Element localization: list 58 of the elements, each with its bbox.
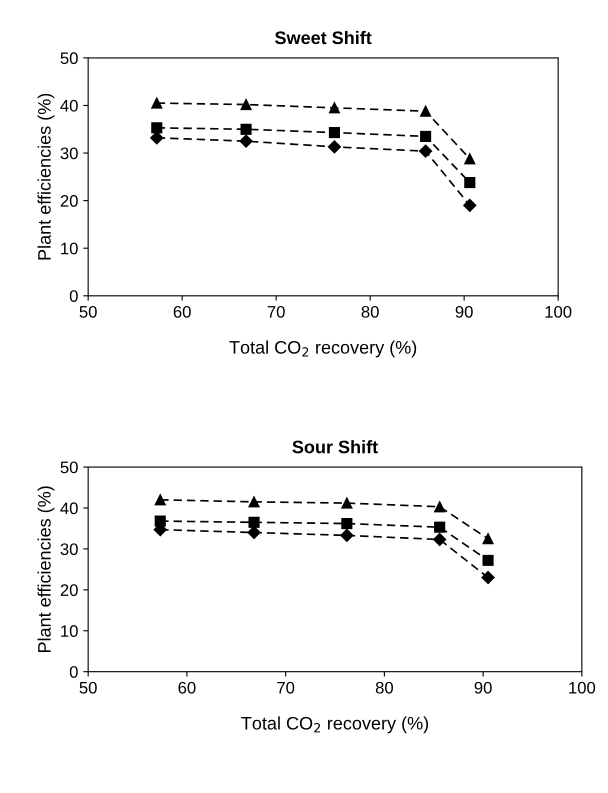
- y-tick-label: 40: [60, 502, 78, 514]
- y-tick-label: 30: [60, 543, 78, 556]
- point: [463, 198, 476, 212]
- y-tick-label: 0: [70, 666, 78, 678]
- y-tick-label: 10: [61, 625, 78, 637]
- point: [482, 554, 494, 566]
- point: [420, 130, 432, 142]
- chart-title: Sour Shift: [292, 440, 378, 454]
- point: [328, 102, 340, 114]
- y-tick-label: 30: [60, 147, 78, 160]
- x-tick-label: 70: [268, 306, 285, 318]
- point: [240, 124, 252, 135]
- x-tick-label: 90: [456, 306, 473, 318]
- x-tick-label: 80: [362, 306, 379, 318]
- y-axis-title: Plant efficiencies (%): [38, 486, 54, 652]
- y-tick-label: 0: [70, 290, 78, 302]
- point: [154, 494, 166, 506]
- point: [328, 140, 342, 154]
- point: [434, 501, 446, 512]
- point: [328, 127, 340, 138]
- point: [481, 570, 495, 584]
- y-tick-label: 20: [60, 584, 78, 596]
- point: [434, 522, 446, 533]
- x-tick-label: 100: [569, 682, 596, 694]
- y-axis-title: Plant efficiencies (%): [38, 94, 54, 260]
- point: [150, 131, 164, 144]
- point: [419, 144, 432, 158]
- x-tick-label: 60: [174, 306, 191, 318]
- point: [151, 122, 162, 134]
- x-tick-label: 50: [80, 306, 97, 318]
- y-tick-label: 10: [61, 242, 78, 254]
- point: [464, 153, 476, 164]
- point: [248, 496, 260, 508]
- point: [239, 134, 253, 148]
- point: [247, 526, 261, 540]
- y-tick-label: 20: [60, 195, 78, 207]
- x-tick-label: 80: [376, 682, 393, 694]
- point: [151, 98, 162, 109]
- y-tick-label: 50: [60, 52, 78, 64]
- x-tick-label: 60: [178, 682, 196, 694]
- point: [240, 98, 252, 110]
- x-tick-label: 50: [80, 682, 97, 694]
- point: [420, 106, 432, 117]
- point: [340, 528, 354, 542]
- x-tick-label: 70: [277, 682, 294, 694]
- point: [248, 516, 260, 528]
- chart-title: Sweet Shift: [275, 30, 372, 44]
- y-tick-label: 40: [60, 100, 78, 112]
- point: [341, 498, 352, 509]
- point: [482, 533, 494, 544]
- point: [433, 532, 446, 546]
- x-tick-label: 100: [546, 306, 572, 318]
- x-axis-title: Total CO$_{2}$ recovery (%): [229, 340, 416, 358]
- point: [464, 176, 476, 188]
- x-axis-title: Total CO$_{2}$ recovery (%): [241, 716, 428, 734]
- y-tick-label: 50: [60, 461, 78, 474]
- point: [341, 518, 352, 530]
- x-tick-label: 90: [474, 682, 492, 694]
